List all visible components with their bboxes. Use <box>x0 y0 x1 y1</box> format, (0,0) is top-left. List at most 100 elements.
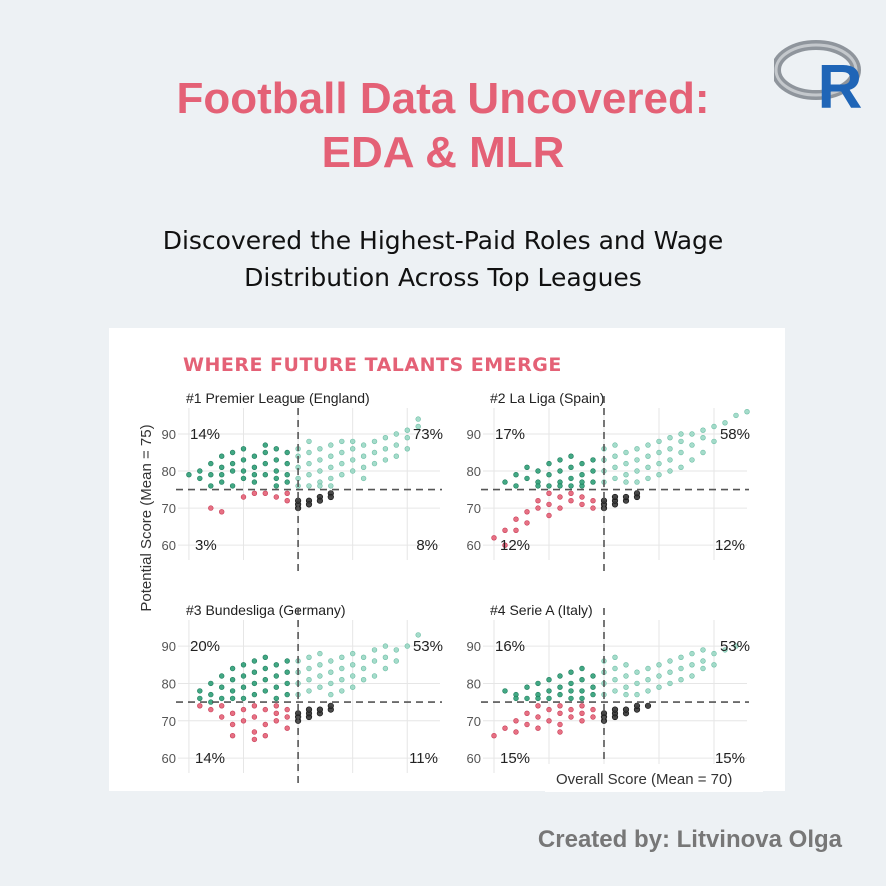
quadrant-percent: 16% <box>495 638 525 655</box>
chart-title: WHERE FUTURE TALANTS EMERGE <box>183 354 562 376</box>
data-point <box>229 710 236 716</box>
data-point <box>656 673 662 679</box>
data-point <box>197 688 203 694</box>
y-tick-label: 80 <box>467 676 481 691</box>
data-point <box>634 479 640 485</box>
data-point <box>306 654 312 660</box>
data-point <box>229 688 236 694</box>
y-tick-label: 80 <box>467 464 481 479</box>
data-point <box>284 472 290 478</box>
data-point <box>590 505 596 511</box>
data-point <box>524 509 530 515</box>
data-point <box>317 483 323 489</box>
data-point <box>317 457 323 463</box>
data-point <box>502 542 508 548</box>
data-point <box>513 472 519 478</box>
data-point <box>360 676 367 683</box>
quadrant-percent: 12% <box>715 537 745 554</box>
data-point <box>317 684 323 690</box>
data-point <box>612 654 618 660</box>
data-point <box>382 654 389 660</box>
data-point <box>535 483 541 489</box>
data-point <box>524 520 530 526</box>
data-point <box>557 721 563 728</box>
data-point <box>273 494 279 500</box>
data-point <box>513 695 519 702</box>
data-point <box>328 464 334 470</box>
data-point <box>622 493 630 501</box>
data-point <box>722 647 728 653</box>
data-point <box>623 684 629 690</box>
data-point <box>722 420 728 426</box>
data-point <box>535 498 541 504</box>
data-point <box>579 460 585 467</box>
facet-label: #4 Serie A (Italy) <box>490 602 593 618</box>
data-point <box>328 442 334 448</box>
data-point <box>251 729 258 735</box>
data-point <box>251 490 258 496</box>
data-point <box>240 718 247 724</box>
data-point <box>546 695 552 702</box>
data-point <box>700 427 706 433</box>
data-point <box>317 650 323 657</box>
data-point <box>229 732 236 739</box>
data-point <box>579 718 585 724</box>
data-point <box>284 680 290 687</box>
data-point <box>568 490 574 496</box>
data-point <box>590 498 596 504</box>
data-point <box>339 665 345 672</box>
data-point <box>393 453 399 459</box>
y-tick-label: 90 <box>162 639 176 654</box>
data-point <box>262 654 268 660</box>
data-point <box>656 684 662 690</box>
data-point <box>240 468 247 474</box>
quadrant-percent: 58% <box>720 426 750 443</box>
quadrant-percent: 8% <box>416 537 438 554</box>
data-point <box>404 427 410 433</box>
data-point <box>689 650 695 657</box>
r-logo-icon: R <box>774 40 862 112</box>
data-point <box>208 472 214 478</box>
data-point <box>186 472 192 478</box>
data-point <box>240 673 247 679</box>
data-point <box>579 695 585 702</box>
page-title: Football Data Uncovered: EDA & MLR <box>0 72 886 180</box>
data-point <box>568 475 574 482</box>
data-point <box>546 490 552 496</box>
data-point <box>623 449 629 456</box>
data-point <box>219 684 225 690</box>
data-point <box>284 669 290 675</box>
data-point <box>306 472 312 478</box>
r-logo-letter: R <box>818 53 862 112</box>
data-point <box>262 472 268 478</box>
x-axis-label: Overall Score (Mean = 70) <box>556 771 732 788</box>
data-point <box>360 464 367 470</box>
data-point <box>382 457 389 463</box>
data-point <box>612 676 618 683</box>
data-point <box>197 468 203 474</box>
data-point <box>327 493 334 501</box>
data-point <box>251 464 258 470</box>
data-point <box>711 438 717 445</box>
data-point <box>393 431 399 437</box>
data-point <box>197 703 203 709</box>
data-point <box>273 483 279 489</box>
data-point <box>656 438 662 445</box>
facet-panel-1: #1 Premier League (England) 60 70 80 90 14% 73… <box>162 390 443 572</box>
data-point <box>251 669 258 675</box>
data-point <box>240 457 247 463</box>
data-point <box>284 460 290 467</box>
data-point <box>590 691 596 698</box>
data-point <box>667 446 673 452</box>
data-point <box>360 453 367 459</box>
data-point <box>568 453 574 459</box>
data-point <box>350 446 356 452</box>
data-point <box>557 729 563 735</box>
data-point <box>208 483 214 489</box>
data-point <box>339 676 345 683</box>
data-point <box>590 468 596 474</box>
data-point <box>667 468 673 474</box>
data-point <box>689 673 695 679</box>
data-point <box>667 457 673 463</box>
data-point <box>393 647 399 653</box>
